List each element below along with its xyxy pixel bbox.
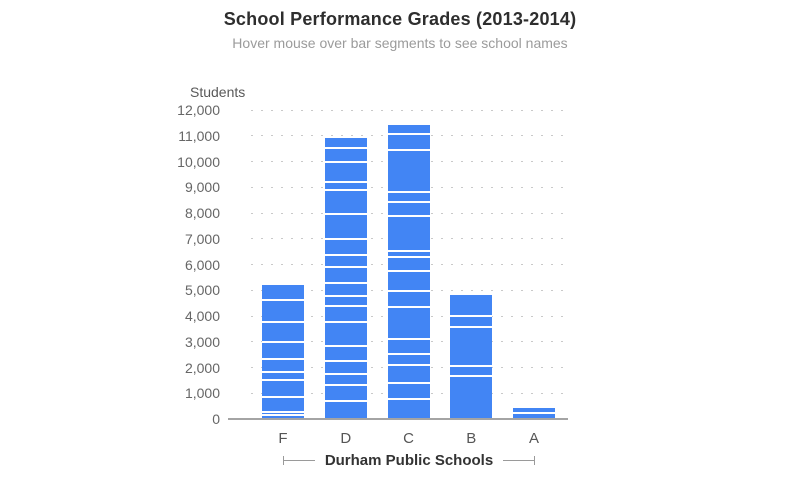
bar-segment[interactable]: [450, 295, 493, 316]
y-axis-tick-label: 9,000: [184, 179, 220, 196]
bar-F: [262, 284, 304, 419]
bar-segment[interactable]: [324, 213, 367, 239]
plot-area: 0 1,000 2,000 3,000 4,000 5,000 6,000 7,000 8,00…: [177, 102, 568, 447]
bar-B: [450, 295, 493, 419]
y-axis-tick-label: 2,000: [184, 359, 220, 376]
bar-segment[interactable]: [387, 214, 430, 250]
bracket-left-line: [284, 459, 315, 461]
bar-segment[interactable]: [324, 399, 367, 419]
y-axis-tick-label: 6,000: [184, 256, 220, 273]
bar-segment[interactable]: [387, 256, 430, 270]
bracket-left-tick: [283, 455, 284, 465]
bar-C: [387, 124, 430, 419]
bar-segment[interactable]: [324, 304, 367, 322]
bar-segment[interactable]: [450, 326, 493, 366]
bar-segment[interactable]: [262, 371, 304, 380]
bar-segment[interactable]: [387, 132, 430, 149]
bar-segment[interactable]: [387, 269, 430, 291]
bar-segment[interactable]: [324, 266, 367, 283]
bar-segment[interactable]: [387, 249, 430, 257]
y-axis-tick-label: 5,000: [184, 282, 220, 299]
bar-segment[interactable]: [262, 396, 304, 411]
bracket-right-tick: [534, 455, 535, 465]
y-axis-tick-label: 4,000: [184, 308, 220, 324]
x-axis-label-A: A: [528, 430, 539, 447]
x-axis-line: [228, 417, 568, 420]
bar-segment[interactable]: [324, 238, 367, 255]
bar-segment[interactable]: [387, 353, 430, 365]
bar-segment[interactable]: [262, 413, 304, 419]
y-axis-title: Students: [190, 84, 246, 100]
bar-segment[interactable]: [450, 365, 493, 376]
bar-segment[interactable]: [387, 201, 430, 215]
bar-segment[interactable]: [262, 410, 304, 414]
bar-segment[interactable]: [387, 305, 430, 339]
bar-segment[interactable]: [450, 315, 493, 327]
bar-segment[interactable]: [262, 341, 304, 359]
bar-segment[interactable]: [262, 379, 304, 397]
gridline: [251, 109, 568, 111]
bar-segment[interactable]: [262, 299, 304, 322]
bar-segment[interactable]: [324, 384, 367, 400]
bar-segment[interactable]: [513, 407, 555, 413]
bar-segment[interactable]: [324, 188, 367, 214]
y-axis-tick-label: 7,000: [184, 230, 220, 247]
bar-segment[interactable]: [387, 338, 430, 353]
bar-segment[interactable]: [324, 254, 367, 267]
bar-segment[interactable]: [387, 364, 430, 382]
bar-segment[interactable]: [387, 397, 430, 419]
bar-segment[interactable]: [262, 358, 304, 372]
y-axis-tick-label: 3,000: [184, 333, 220, 350]
y-axis-tick-label: 0: [212, 411, 220, 427]
x-axis-label-B: B: [466, 430, 477, 447]
bar-segment[interactable]: [324, 160, 367, 182]
bar-segment[interactable]: [324, 181, 367, 189]
y-axis-tick-label: 10,000: [177, 153, 220, 170]
bar-segment[interactable]: [262, 321, 304, 342]
chart-title: School Performance Grades (2013-2014): [223, 9, 577, 29]
bar-segment[interactable]: [387, 124, 430, 133]
bar-segment[interactable]: [324, 294, 367, 305]
x-axis-label-F: F: [278, 430, 288, 447]
bar-A: [513, 407, 555, 419]
x-axis-label-C: C: [403, 430, 414, 447]
bar-segment[interactable]: [513, 412, 555, 419]
bar-segment[interactable]: [324, 137, 367, 147]
bar-segment[interactable]: [262, 284, 304, 300]
chart-subtitle: Hover mouse over bar segments to see sch…: [232, 35, 568, 51]
x-axis-label-D: D: [340, 430, 352, 447]
bar-segment[interactable]: [324, 146, 367, 161]
bar-segment[interactable]: [324, 282, 367, 295]
y-axis-tick-label: 1,000: [184, 385, 220, 402]
bar-segment[interactable]: [324, 344, 367, 361]
bar-segment[interactable]: [387, 148, 430, 192]
bar-segment[interactable]: [324, 373, 367, 385]
x-axis-group-label: Durham Public Schools: [324, 451, 494, 469]
bar-segment[interactable]: [387, 381, 430, 398]
y-axis-tick-label: 11,000: [178, 127, 220, 144]
bar-segment[interactable]: [324, 321, 367, 345]
x-axis-group-bracket: Durham Public Schools: [283, 451, 535, 469]
bar-segment[interactable]: [387, 290, 430, 306]
bar-segment[interactable]: [324, 360, 367, 374]
bar-segment[interactable]: [450, 375, 493, 419]
bar-D: [324, 137, 367, 419]
y-axis-tick-label: 8,000: [184, 205, 220, 221]
bar-segment[interactable]: [387, 191, 430, 202]
y-axis-tick-label: 12,000: [177, 102, 220, 118]
bracket-right-line: [503, 459, 534, 461]
